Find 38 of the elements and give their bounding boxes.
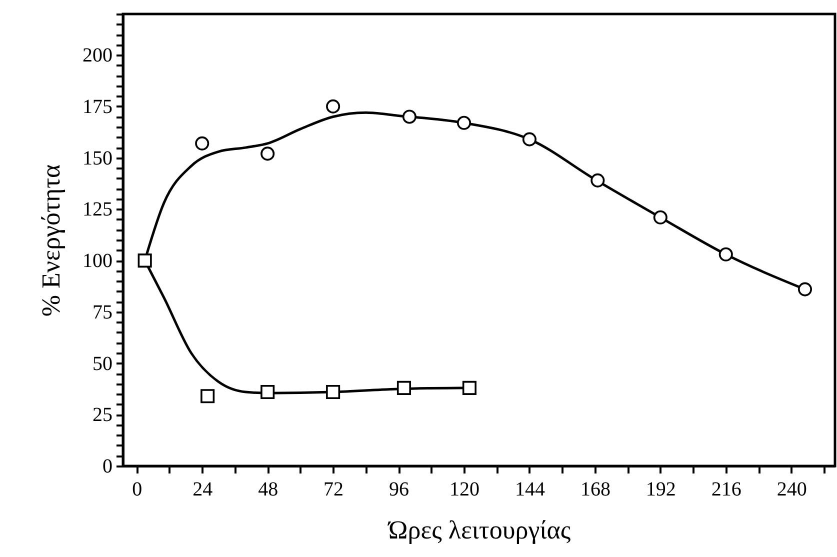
x-tick-label: 24: [192, 478, 213, 500]
y-tick-label: 0: [102, 456, 112, 478]
y-tick-label: 200: [82, 44, 112, 67]
x-tick-label: 120: [449, 478, 480, 500]
point: [653, 210, 668, 224]
x-tick-label: 240: [776, 478, 807, 500]
x-axis-title: Ώρες λειτουργίας: [387, 516, 572, 544]
y-tick-label: 125: [82, 198, 112, 221]
y-tick-label: 100: [82, 250, 112, 272]
point: [326, 99, 340, 114]
x-tick-label: 96: [389, 478, 410, 500]
x-tick-label: 192: [646, 478, 676, 500]
point: [260, 385, 275, 400]
y-axis-title: % Ενεργότητα: [36, 164, 66, 317]
point: [326, 385, 340, 400]
point: [402, 110, 416, 124]
point: [718, 247, 733, 262]
x-tick-label: 168: [580, 478, 610, 500]
y-tick-label: 175: [82, 96, 112, 118]
point: [798, 282, 812, 296]
point: [462, 380, 476, 395]
x-tick-label: 216: [711, 478, 742, 500]
point: [522, 132, 536, 146]
x-tick-label: 48: [258, 478, 278, 500]
point: [200, 389, 215, 404]
x-tick-label: 0: [132, 478, 142, 500]
point: [260, 146, 275, 161]
x-tick-label: 72: [324, 478, 344, 500]
y-tick-label: 75: [92, 301, 112, 324]
point: [456, 116, 472, 130]
y-tick-label: 150: [82, 147, 112, 170]
y-tick-label: 25: [92, 404, 112, 426]
point: [138, 254, 152, 268]
point: [396, 380, 412, 395]
point: [195, 136, 210, 150]
point: [590, 173, 605, 188]
x-tick-label: 144: [514, 478, 545, 500]
y-tick-label: 50: [92, 352, 112, 375]
